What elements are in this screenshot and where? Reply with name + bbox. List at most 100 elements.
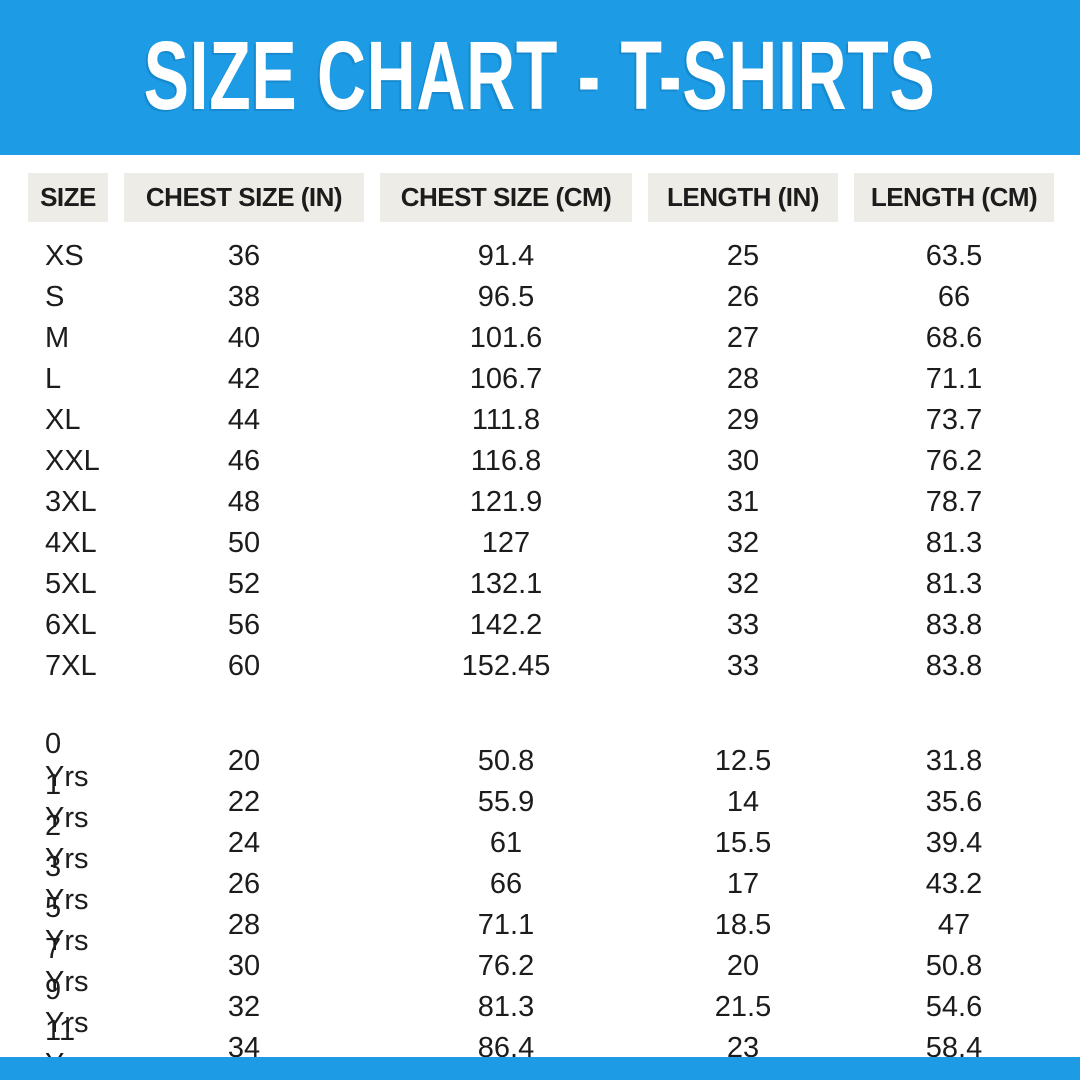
table-cell: 39.4 xyxy=(925,826,983,859)
table-cell: 55.9 xyxy=(477,785,535,818)
column-header-size: SIZE xyxy=(28,173,108,222)
table-cell: 20 xyxy=(726,949,760,982)
table-cell: 116.8 xyxy=(470,445,542,477)
table-cell: 83.8 xyxy=(925,609,983,641)
table-cell: 101.6 xyxy=(469,322,543,354)
table-cell: 27 xyxy=(726,322,760,354)
column-header-length-cm: LENGTH (CM) xyxy=(854,173,1054,222)
size-label-cell: 6XL xyxy=(45,609,97,641)
table-cell: 30 xyxy=(726,445,760,477)
column-header-length-in: LENGTH (IN) xyxy=(648,173,838,222)
table-row: 3 Yrs 26 66 17 43.2 xyxy=(28,851,1053,916)
table-cell: 56 xyxy=(227,609,261,641)
header-spacer xyxy=(28,222,1053,236)
table-cell: 44 xyxy=(227,404,261,436)
table-cell: 21.5 xyxy=(714,990,772,1023)
table-cell: 28 xyxy=(227,908,261,941)
column-header-chest-size-in: CHEST SIZE (IN) xyxy=(124,173,364,222)
size-label-cell: S xyxy=(45,281,65,313)
table-cell: 14 xyxy=(726,785,760,818)
size-label-cell: XXL xyxy=(45,445,100,477)
table-row: 1 Yrs 22 55.9 14 35.6 xyxy=(28,769,1053,834)
table-cell: 54.6 xyxy=(925,990,983,1023)
size-label-cell: 2 Yrs xyxy=(45,810,89,875)
size-label-cell: 5 Yrs xyxy=(45,892,89,957)
table-cell: 24 xyxy=(227,826,261,859)
table-cell: 132.1 xyxy=(469,568,543,600)
table-cell: 18.5 xyxy=(714,908,772,941)
table-cell: 63.5 xyxy=(925,240,983,272)
table-cell: 42 xyxy=(227,363,261,395)
size-label-cell: 7 Yrs xyxy=(45,933,89,998)
table-cell: 52 xyxy=(227,568,261,600)
table-row: 7XL 60 152.45 33 83.8 xyxy=(28,646,1053,687)
table-cell: 20 xyxy=(227,744,261,777)
table-cell: 25 xyxy=(726,240,760,272)
table-cell: 73.7 xyxy=(925,404,983,436)
table-cell: 71.1 xyxy=(477,908,535,941)
table-cell: 32 xyxy=(726,527,760,559)
table-cell: 96.5 xyxy=(477,281,535,313)
table-cell: 47 xyxy=(937,908,971,941)
table-cell: 142.2 xyxy=(469,609,543,641)
table-cell: 12.5 xyxy=(714,744,772,777)
table-header-row: SIZE CHEST SIZE (IN) CHEST SIZE (CM) LENGTH… xyxy=(28,173,1054,222)
table-cell: 48 xyxy=(227,486,261,518)
size-label-cell: 3 Yrs xyxy=(45,851,89,916)
size-label-cell: 0 Yrs xyxy=(45,728,89,793)
size-label-cell: 9 Yrs xyxy=(45,974,89,1039)
table-body: XS 36 91.4 25 63.5 S 38 96.5 26 66 M 40 101.6 27 68.6 L… xyxy=(28,236,1053,1080)
table-cell: 81.3 xyxy=(477,990,535,1023)
title-banner: SIZE CHART - T-SHIRTS xyxy=(0,0,1080,155)
table-cell: 78.7 xyxy=(925,486,983,518)
table-cell: 50.8 xyxy=(925,949,983,982)
table-cell: 66 xyxy=(489,867,523,900)
table-cell: 15.5 xyxy=(714,826,772,859)
table-row: XXL 46 116.8 30 76.2 xyxy=(28,441,1053,482)
table-row: M 40 101.6 27 68.6 xyxy=(28,318,1053,359)
table-row: XS 36 91.4 25 63.5 xyxy=(28,236,1053,277)
table-row: 5 Yrs 28 71.1 18.5 47 xyxy=(28,892,1053,957)
table-cell: 60 xyxy=(227,650,261,682)
table-cell: 76.2 xyxy=(477,949,535,982)
table-row: 0 Yrs 20 50.8 12.5 31.8 xyxy=(28,728,1053,793)
table-cell: 152.45 xyxy=(461,650,551,682)
size-label-cell: 7XL xyxy=(45,650,97,682)
table-cell: 29 xyxy=(726,404,760,436)
table-row: 5XL 52 132.1 32 81.3 xyxy=(28,564,1053,605)
table-cell: 33 xyxy=(726,609,760,641)
table-cell: 38 xyxy=(227,281,261,313)
size-label-cell: 3XL xyxy=(45,486,97,518)
size-label-cell: 4XL xyxy=(45,527,97,559)
table-cell: 22 xyxy=(227,785,261,818)
table-row: S 38 96.5 26 66 xyxy=(28,277,1053,318)
size-label-cell: 5XL xyxy=(45,568,97,600)
table-row: 3XL 48 121.9 31 78.7 xyxy=(28,482,1053,523)
table-cell: 111.8 xyxy=(471,404,541,436)
table-cell: 106.7 xyxy=(469,363,543,395)
table-row: 7 Yrs 30 76.2 20 50.8 xyxy=(28,933,1053,998)
size-label-cell: M xyxy=(45,322,70,354)
size-label-cell: 1 Yrs xyxy=(45,769,89,834)
table-cell: 68.6 xyxy=(925,322,983,354)
table-cell: 26 xyxy=(726,281,760,313)
column-header-chest-size-cm: CHEST SIZE (CM) xyxy=(380,173,632,222)
table-row: 2 Yrs 24 61 15.5 39.4 xyxy=(28,810,1053,875)
table-cell: 46 xyxy=(227,445,261,477)
table-row: 6XL 56 142.2 33 83.8 xyxy=(28,605,1053,646)
size-label-cell: XL xyxy=(45,404,81,436)
table-cell: 35.6 xyxy=(925,785,983,818)
table-cell: 127 xyxy=(481,527,531,559)
table-cell: 28 xyxy=(726,363,760,395)
table-cell: 36 xyxy=(227,240,261,272)
table-cell: 71.1 xyxy=(925,363,983,395)
table-cell: 31.8 xyxy=(925,744,983,777)
table-cell: 121.9 xyxy=(469,486,543,518)
size-label-cell: XS xyxy=(45,240,84,272)
table-row: 4XL 50 127 32 81.3 xyxy=(28,523,1053,564)
table-cell: 50.8 xyxy=(477,744,535,777)
table-cell: 26 xyxy=(227,867,261,900)
table-cell: 17 xyxy=(726,867,760,900)
